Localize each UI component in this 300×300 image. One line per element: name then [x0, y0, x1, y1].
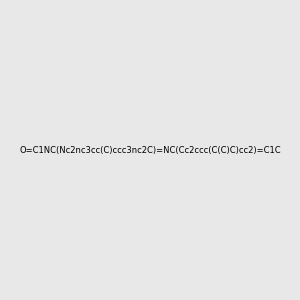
Text: O=C1NC(Nc2nc3cc(C)ccc3nc2C)=NC(Cc2ccc(C(C)C)cc2)=C1C: O=C1NC(Nc2nc3cc(C)ccc3nc2C)=NC(Cc2ccc(C(… — [19, 146, 281, 154]
